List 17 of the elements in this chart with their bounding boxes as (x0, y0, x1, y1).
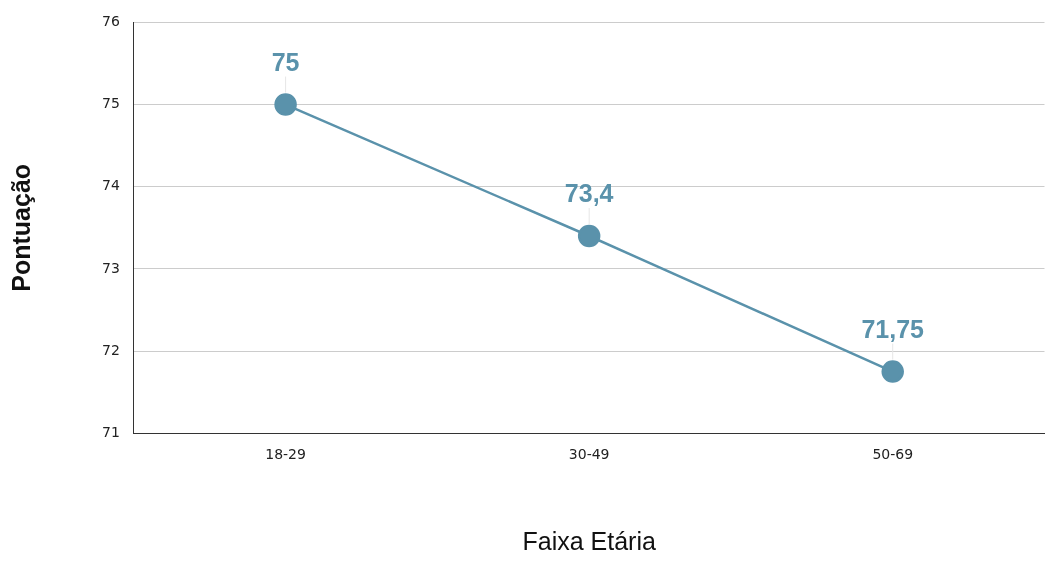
data-label: 71,75 (861, 314, 925, 343)
x-tick-label: 30-49 (568, 446, 610, 463)
point (577, 224, 601, 248)
data-label: 73,4 (564, 179, 614, 208)
y-tick-label: 72 (101, 341, 120, 358)
y-axis-title: Pontuação (6, 163, 35, 292)
point (881, 360, 904, 383)
point (274, 93, 297, 116)
y-tick-label: 74 (101, 177, 120, 194)
y-tick-label: 75 (101, 95, 120, 112)
x-axis-title: Faixa Etária (522, 526, 656, 555)
x-tick-label: 18-29 (265, 446, 306, 463)
y-tick-label: 73 (101, 259, 120, 276)
y-tick-label: 76 (101, 13, 120, 30)
y-tick-label: 71 (101, 423, 120, 440)
data-label: 75 (271, 47, 300, 76)
x-tick-label: 50-69 (872, 446, 914, 463)
